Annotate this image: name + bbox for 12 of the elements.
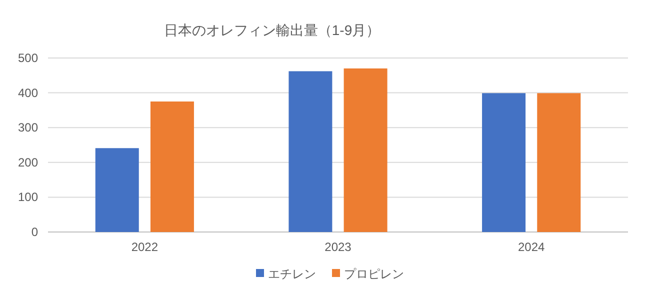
y-tick-label: 0 <box>31 225 38 239</box>
y-tick-label: 400 <box>18 86 38 100</box>
x-tick-label: 2022 <box>131 240 158 254</box>
y-tick-label: 300 <box>18 120 38 135</box>
y-tick-label: 200 <box>18 155 38 170</box>
legend-label: エチレン <box>268 267 316 281</box>
x-tick-label: 2024 <box>518 240 546 254</box>
legend-label: プロピレン <box>344 267 404 281</box>
y-tick-label: 100 <box>18 190 38 204</box>
chart-title: 日本のオレフィン輸出量（1-9月） <box>164 22 380 38</box>
y-tick-label: 500 <box>18 51 38 65</box>
x-tick-label: 2023 <box>324 240 352 254</box>
